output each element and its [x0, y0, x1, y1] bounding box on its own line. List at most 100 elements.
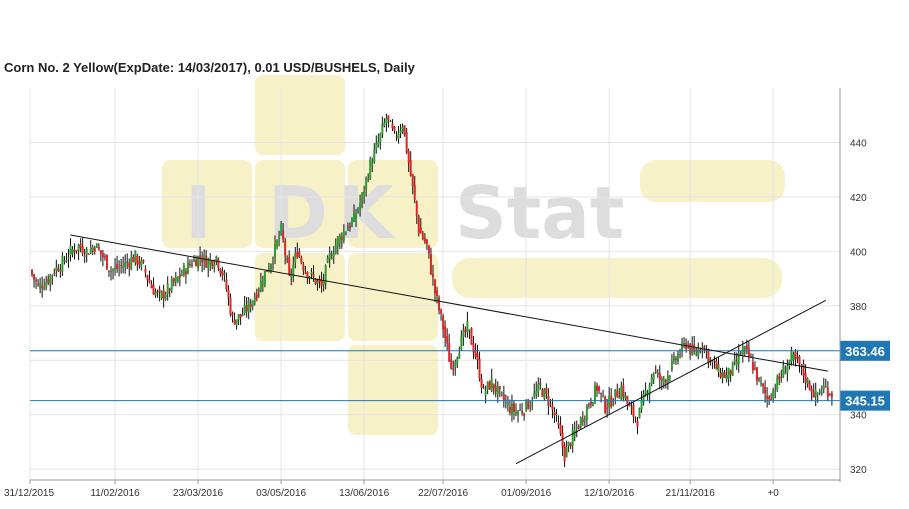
candle-body	[565, 447, 568, 458]
candle-body	[423, 238, 426, 243]
candle-body	[55, 266, 58, 271]
candle-body	[695, 353, 698, 355]
candle-body	[436, 290, 439, 296]
candle-body	[701, 348, 704, 350]
candle-body	[822, 385, 825, 390]
candle-body	[596, 385, 598, 391]
x-tick-label: 13/06/2016	[339, 488, 389, 499]
candle-body	[626, 396, 629, 404]
candle-body	[614, 389, 617, 397]
watermark-letter: DK	[268, 171, 404, 255]
candle-body	[178, 274, 181, 278]
candle-body	[480, 378, 483, 389]
candle-body	[618, 396, 621, 399]
candle-body	[338, 235, 341, 244]
candle-body	[585, 406, 588, 421]
candle-body	[464, 328, 467, 332]
candle-body	[405, 132, 408, 153]
candle-body	[170, 279, 173, 290]
candle-body	[403, 125, 406, 135]
candle-body	[427, 245, 430, 253]
candle-body	[107, 270, 110, 272]
candle-body	[195, 259, 198, 267]
candle-body	[634, 417, 637, 419]
candle-body	[677, 353, 679, 362]
candle-body	[415, 201, 418, 216]
candle-body	[154, 291, 157, 296]
candle-body	[348, 225, 351, 228]
candle-body	[191, 264, 193, 266]
candle-body	[434, 279, 436, 294]
candle-body	[786, 366, 789, 374]
candle-body	[512, 403, 515, 412]
candle-body	[65, 259, 68, 262]
candle-body	[679, 354, 682, 356]
candle-body	[417, 216, 420, 234]
candle-body	[176, 277, 179, 282]
candle-body	[830, 393, 833, 397]
candle-body	[553, 411, 556, 416]
candle-body	[344, 232, 347, 234]
candle-body	[160, 291, 163, 299]
candle-body	[324, 265, 327, 284]
candle-body	[612, 404, 615, 406]
candle-body	[820, 392, 823, 394]
candle-body	[209, 259, 212, 265]
candle-body	[778, 376, 781, 380]
candle-body	[652, 373, 655, 380]
candle-body	[780, 377, 783, 379]
candle-body	[253, 297, 256, 304]
candle-body	[693, 344, 696, 353]
candle-body	[762, 383, 765, 387]
candle-body	[760, 382, 763, 384]
candle-body	[438, 297, 441, 311]
candle-body	[658, 372, 661, 380]
candle-body	[39, 283, 42, 289]
candle-body	[484, 391, 487, 396]
candle-body	[458, 353, 461, 359]
candle-body	[134, 250, 137, 263]
candle-body	[180, 273, 183, 276]
candle-body	[71, 249, 74, 254]
candle-body	[462, 330, 465, 338]
candle-body	[334, 244, 337, 254]
watermark-block	[348, 345, 438, 435]
candle-body	[593, 384, 596, 403]
candle-body	[282, 230, 285, 240]
candle-body	[126, 261, 129, 263]
candle-body	[59, 270, 62, 272]
candle-body	[383, 122, 386, 126]
candle-body	[604, 396, 607, 413]
candle-body	[640, 399, 643, 410]
candle-body	[184, 271, 187, 275]
candle-body	[790, 350, 793, 362]
candle-body	[272, 263, 274, 265]
candle-body	[537, 384, 540, 392]
candle-body	[89, 248, 92, 253]
candle-body	[670, 361, 673, 371]
candle-body	[85, 249, 88, 255]
candle-body	[280, 223, 283, 235]
candle-body	[298, 251, 301, 257]
candles	[31, 113, 833, 468]
candle-body	[519, 409, 522, 411]
candle-body	[296, 252, 299, 258]
candle-body	[648, 385, 651, 395]
candle-body	[152, 285, 155, 295]
candle-body	[504, 402, 507, 404]
candle-body	[205, 255, 208, 268]
candle-body	[472, 343, 475, 353]
candle-body	[674, 358, 677, 360]
candle-body	[431, 274, 434, 278]
y-tick-label: 420	[850, 193, 867, 204]
candle-body	[715, 361, 718, 370]
candle-body	[666, 375, 669, 383]
candle-body	[725, 374, 728, 380]
candle-body	[579, 417, 582, 427]
candle-body	[276, 240, 279, 247]
candle-body	[602, 395, 605, 397]
candle-body	[460, 336, 463, 350]
candle-body	[751, 361, 754, 371]
candle-body	[753, 368, 756, 370]
candle-body	[292, 264, 295, 275]
